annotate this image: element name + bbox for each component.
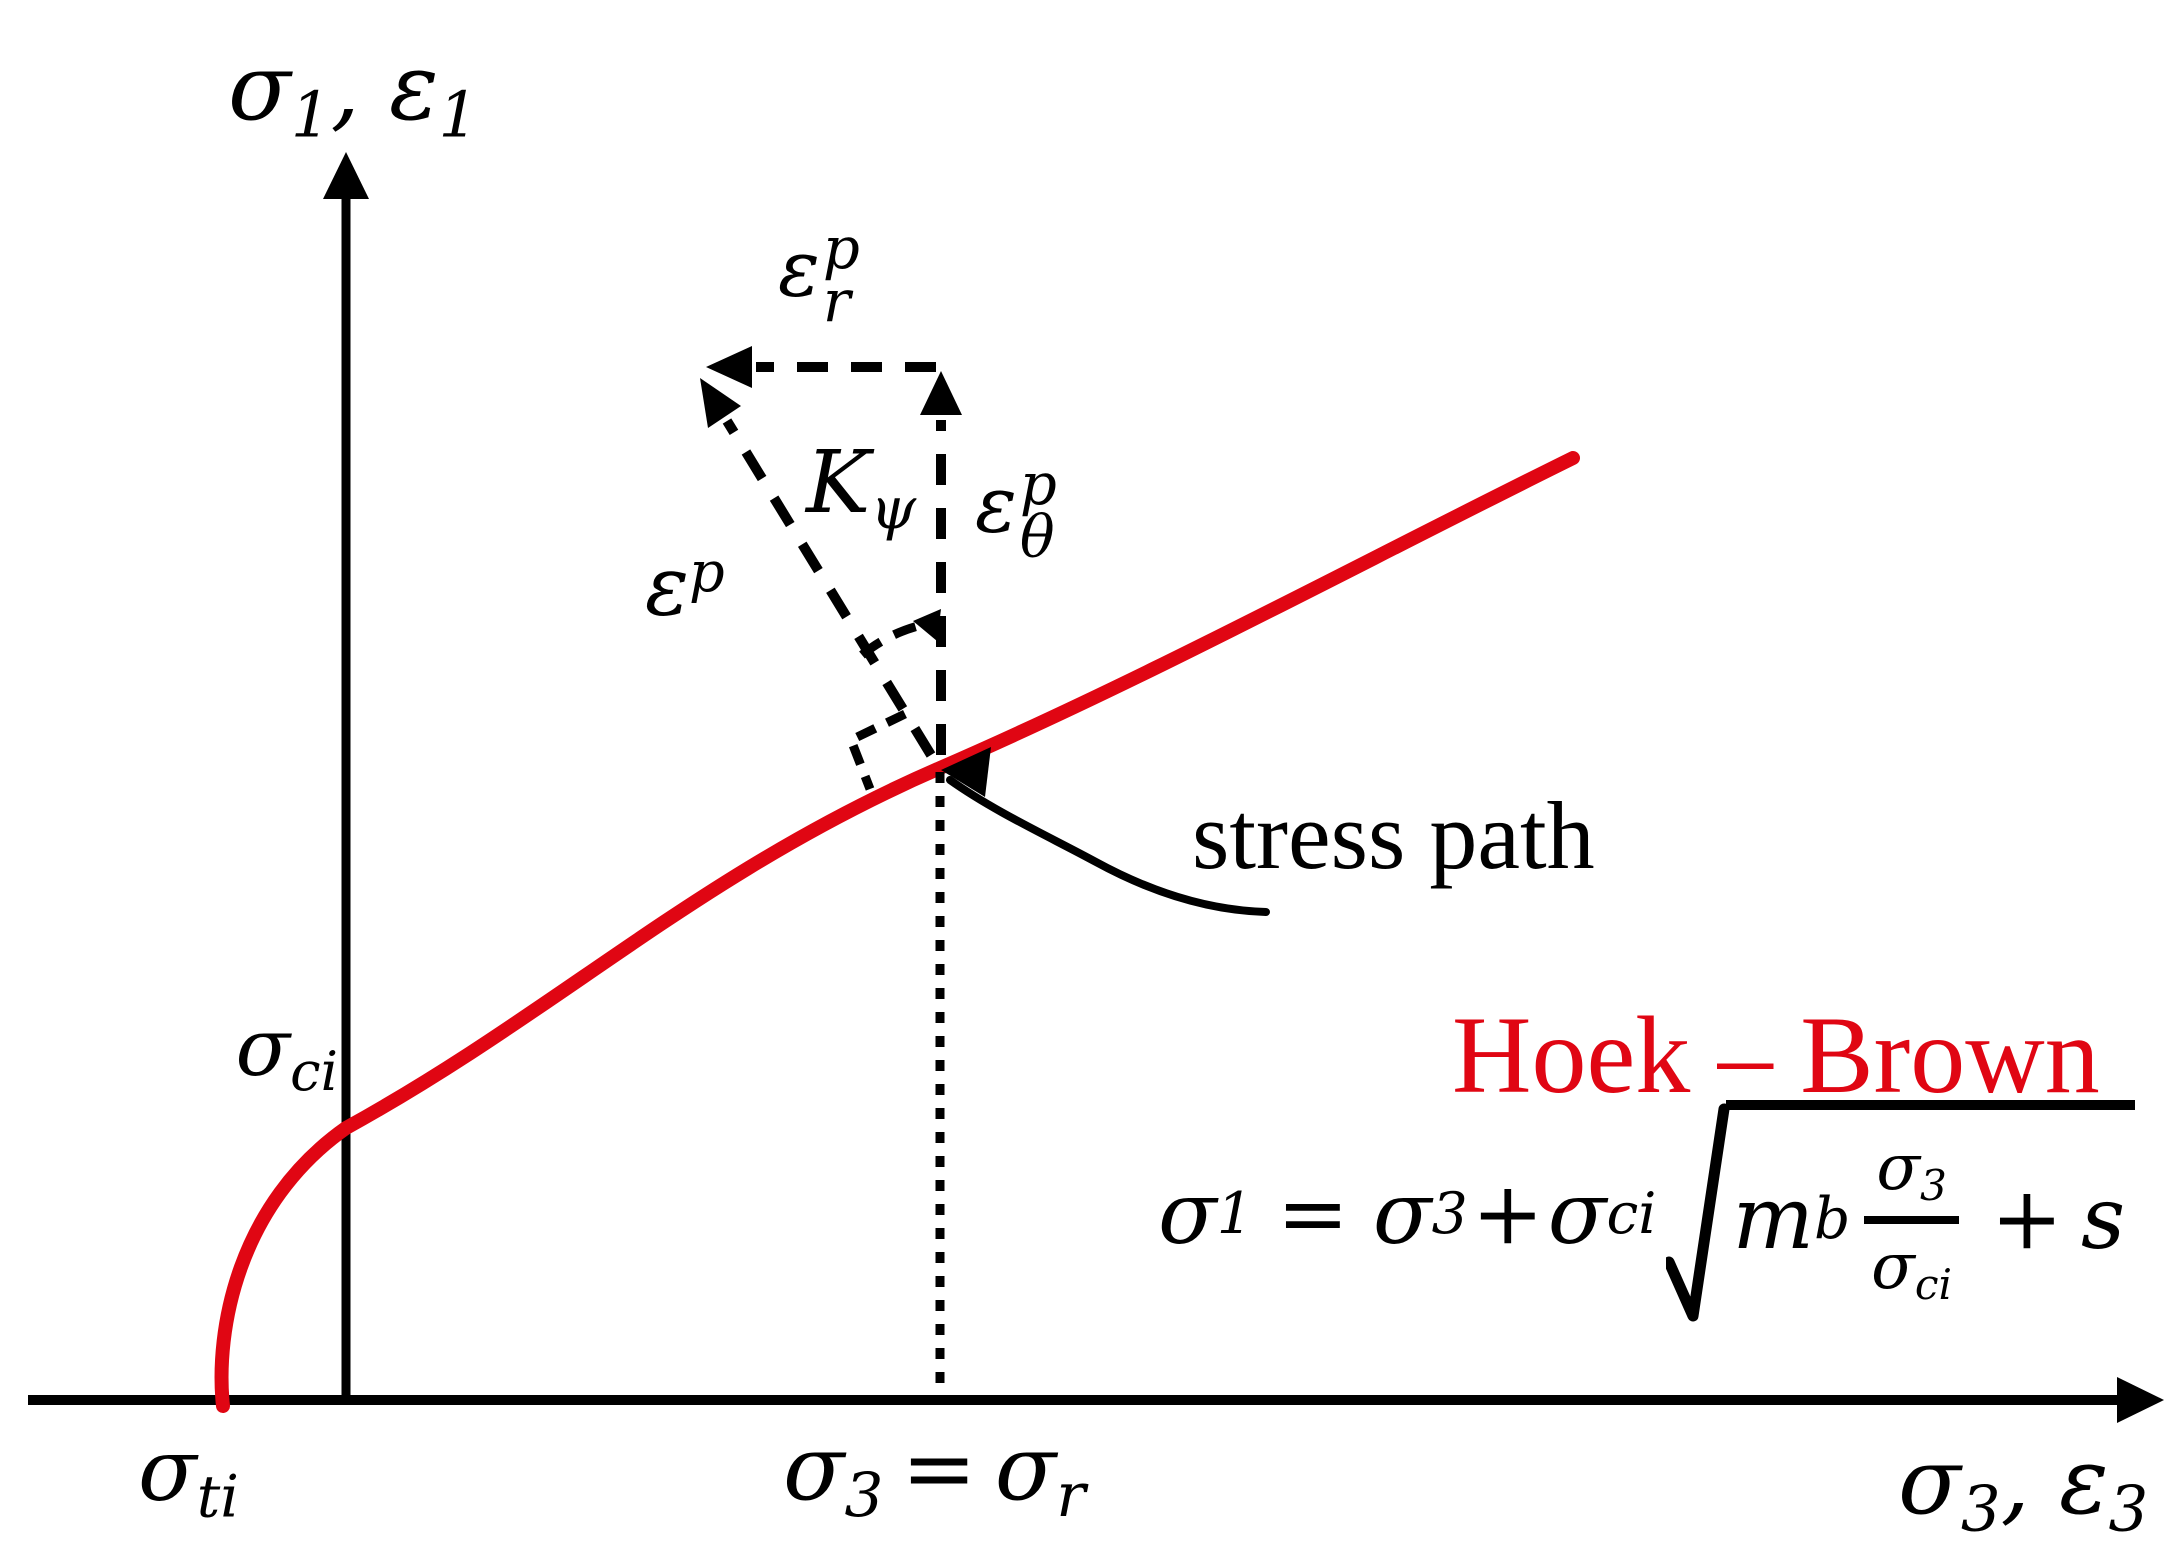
eq-plus2: + — [1990, 1169, 2063, 1269]
xval-lhs: σ — [783, 1416, 845, 1521]
x-axis-arrowhead-icon — [2117, 1377, 2164, 1423]
sigma-ci-label: σci — [158, 1008, 338, 1100]
stress-path-leader-curve — [946, 776, 1270, 916]
eps-r-sub: r — [822, 267, 851, 336]
y-axis-sigma-sub: 1 — [290, 78, 331, 152]
y-axis-eps-sub: 1 — [438, 78, 479, 152]
y-axis-comma: , — [330, 34, 390, 141]
eps-theta-base: ε — [975, 460, 1017, 551]
x-axis-label: σ3, ε3 — [1898, 1436, 2148, 1541]
xval-lhs-sub: 3 — [844, 1460, 884, 1532]
hoek-brown-curve — [214, 451, 1580, 1413]
xval-rhs: σ — [994, 1416, 1057, 1521]
dilation-angle-arc — [859, 619, 928, 659]
eq-den-base: σ — [1871, 1230, 1915, 1304]
y-axis-label: σ1, ε1 — [228, 42, 478, 147]
eq-num-base: σ — [1876, 1131, 1921, 1206]
k-psi-label: Kψ — [806, 440, 916, 538]
eps-theta-sup: p — [1019, 450, 1057, 518]
eps-total-base: ε — [645, 539, 690, 635]
y-axis-eps: ε — [389, 34, 439, 141]
eq-lhs: σ — [1158, 1164, 1217, 1264]
eq-t2: σ — [1547, 1164, 1607, 1264]
x-axis-eps: ε — [2059, 1428, 2109, 1535]
sigma-ti-sub: ti — [196, 1462, 239, 1531]
eq-lhs-sub: 1 — [1216, 1181, 1253, 1247]
hoek-brown-title: Hoek – Brown — [1452, 994, 2100, 1116]
k-psi-sub: ψ — [870, 474, 917, 543]
stress-path-label: stress path — [1192, 782, 1595, 889]
eq-frac-numerator: σ3 — [1864, 1129, 1959, 1224]
y-axis-arrowhead-icon — [323, 152, 369, 199]
eq-mb-sub: b — [1814, 1186, 1851, 1252]
eps-r-sup: p — [822, 214, 860, 282]
eq-plus1: + — [1471, 1164, 1544, 1264]
x-axis-comma: , — [2000, 1428, 2060, 1535]
eps-r-base: ε — [778, 224, 820, 315]
eq-mb: m — [1732, 1169, 1814, 1269]
sigma-ci-base: σ — [235, 1001, 291, 1094]
eq-num-sub: 3 — [1920, 1161, 1947, 1210]
dilation-angle-arc-arrowhead-icon — [913, 609, 941, 641]
sigma-ti-label: σti — [138, 1428, 239, 1526]
eq-frac-denominator: σci — [1871, 1224, 1952, 1309]
stress-path-arrowhead-icon — [941, 747, 991, 797]
eps-theta-arrowhead-icon — [920, 371, 962, 415]
eps-total-arrowhead-icon — [700, 378, 741, 428]
eq-den-sub: ci — [1914, 1259, 1953, 1309]
eq-fraction: σ3 σci — [1864, 1129, 1959, 1309]
right-angle-mark — [845, 709, 907, 791]
eq-t1-sub: 3 — [1431, 1181, 1468, 1247]
radical-sign-icon — [1666, 1103, 1730, 1322]
eq-t2-sub: ci — [1606, 1181, 1657, 1247]
eq-s: s — [2080, 1169, 2126, 1269]
x-axis-sigma-sub: 3 — [1960, 1472, 2001, 1546]
k-psi-base: K — [806, 433, 871, 533]
eps-total-sup: p — [689, 540, 725, 605]
y-axis-sigma: σ — [228, 34, 291, 141]
xval-rhs-sub: r — [1056, 1460, 1086, 1532]
x-axis-eps-sub: 3 — [2108, 1472, 2149, 1546]
x-axis-sigma: σ — [1898, 1428, 1961, 1535]
sigma3-equals-sigmar-label: σ3 = σr — [783, 1424, 1085, 1527]
xval-equals: = — [901, 1416, 977, 1521]
eq-t1: σ — [1372, 1164, 1432, 1264]
sigma-ci-sub: ci — [290, 1040, 338, 1104]
sigma-ti-base: σ — [138, 1421, 197, 1521]
eq-equals: = — [1276, 1164, 1349, 1264]
eps-theta-sub: θ — [1019, 503, 1055, 572]
eps-r-arrowhead-icon — [706, 346, 752, 388]
eps-total-label: εp — [645, 545, 725, 628]
eps-total-arrow — [722, 418, 936, 758]
